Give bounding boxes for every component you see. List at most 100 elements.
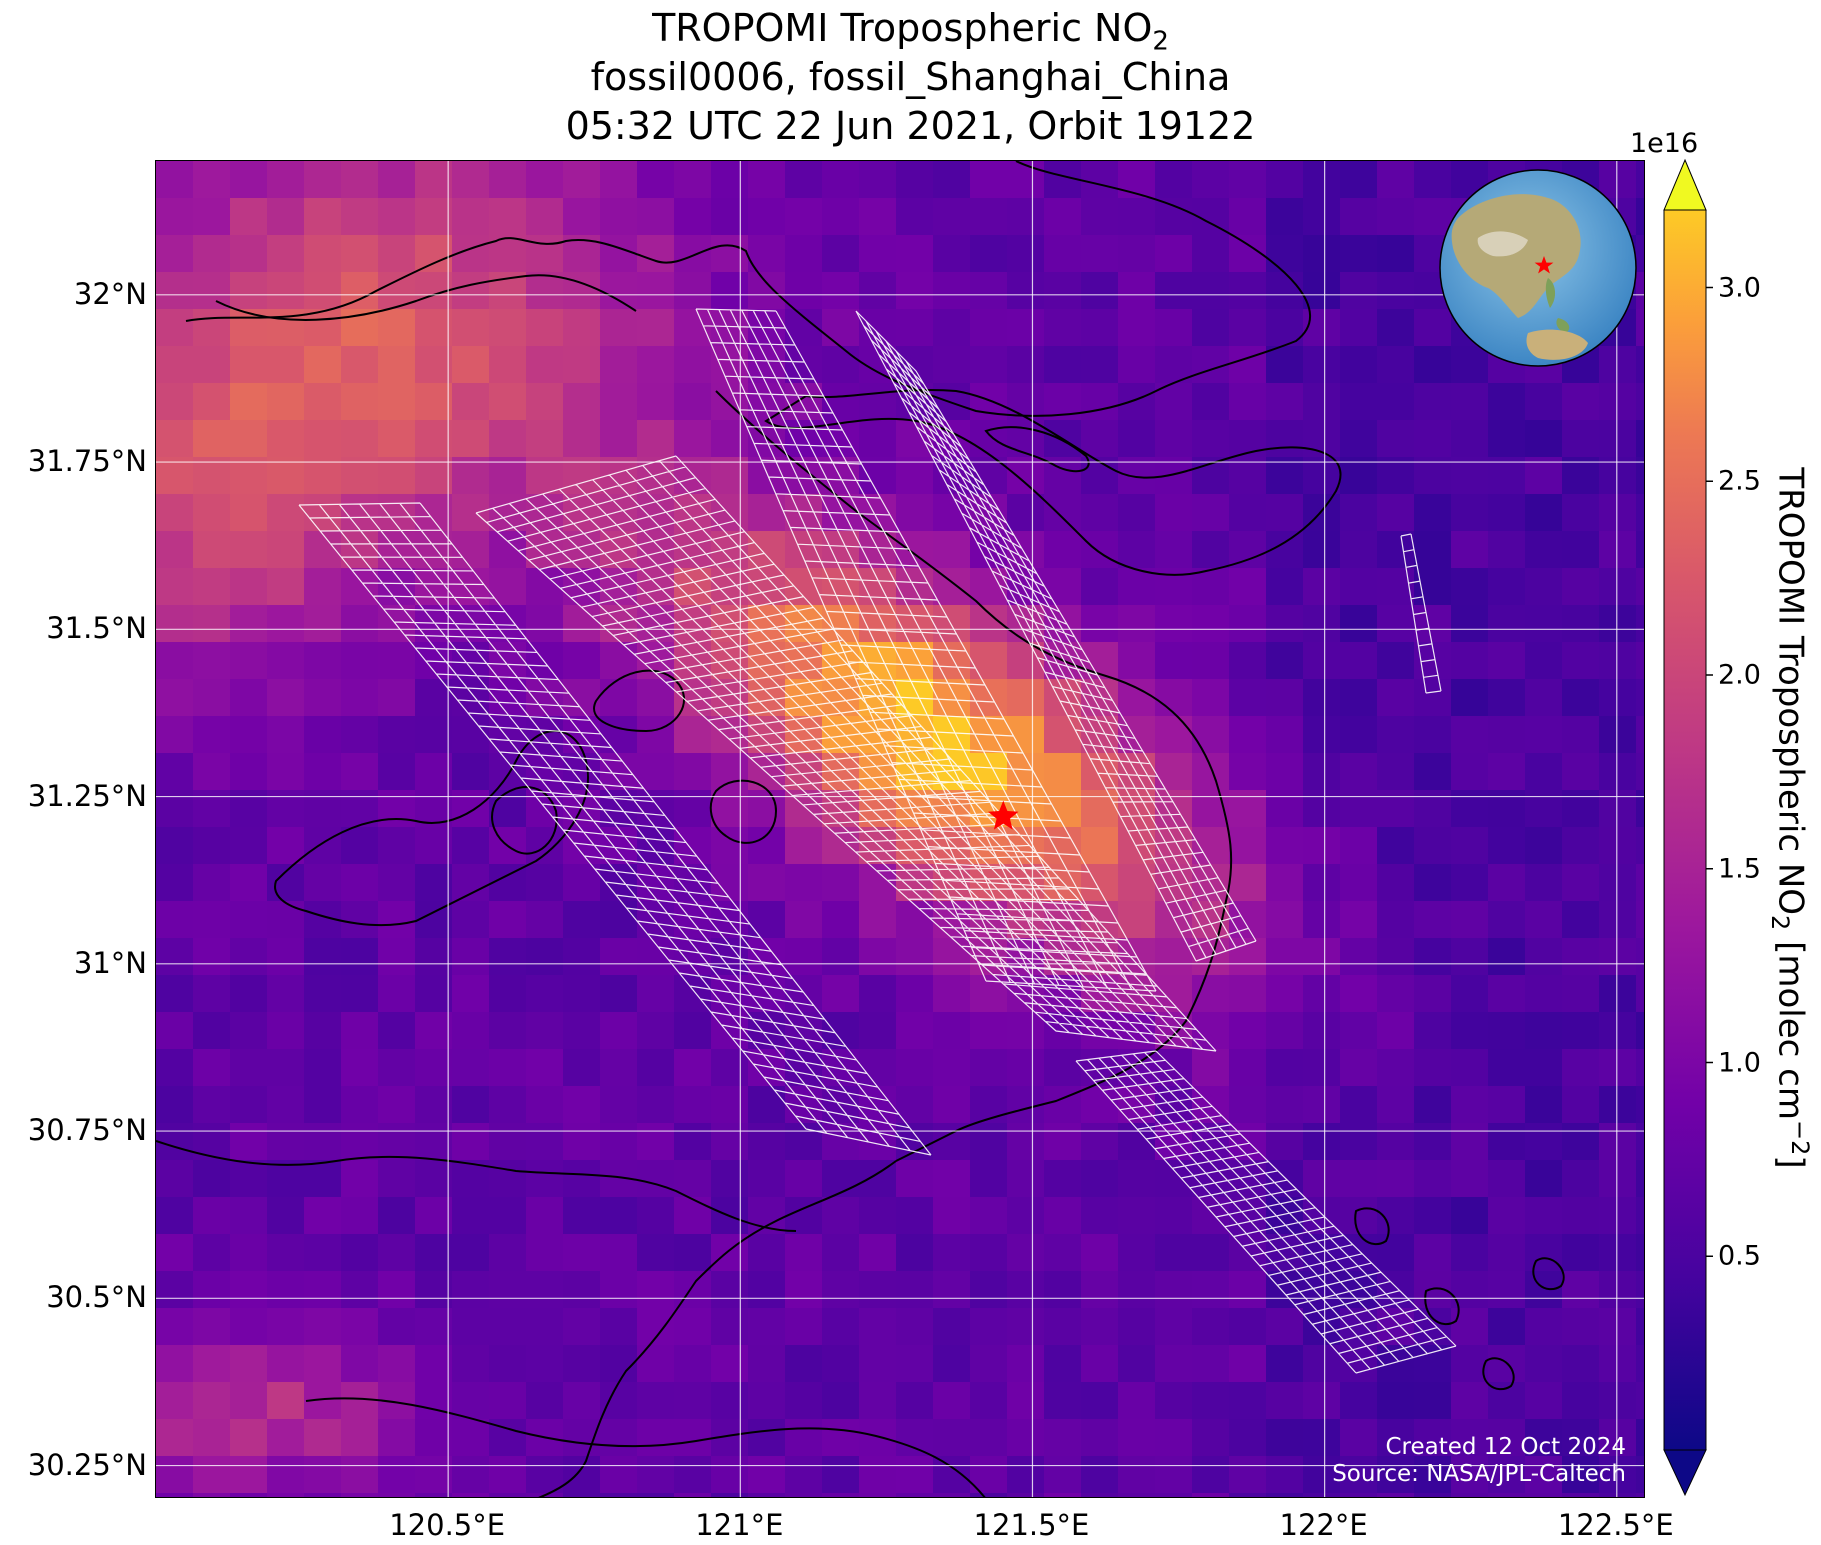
heatmap-cell — [1599, 1382, 1637, 1420]
heatmap-cell — [341, 457, 379, 495]
heatmap-cell — [267, 1234, 305, 1272]
heatmap-cell — [304, 272, 342, 310]
heatmap-cell — [1007, 1197, 1045, 1235]
heatmap-cell — [1562, 494, 1600, 532]
heatmap-cell — [452, 938, 490, 976]
heatmap-cell — [748, 568, 786, 606]
heatmap-cell — [1266, 1382, 1304, 1420]
heatmap-cell — [1525, 716, 1563, 754]
heatmap-cell — [1266, 420, 1304, 458]
heatmap-cell — [415, 161, 453, 199]
heatmap-cell — [1636, 568, 1644, 606]
heatmap-cell — [156, 605, 194, 643]
heatmap-cell — [822, 568, 860, 606]
heatmap-cell — [304, 309, 342, 347]
heatmap-cell — [1377, 494, 1415, 532]
globe-land-islands — [1545, 278, 1570, 333]
heatmap-cell — [1562, 1049, 1600, 1087]
heatmap-cell — [748, 975, 786, 1013]
heatmap-cell — [933, 1012, 971, 1050]
heatmap-cell — [1266, 1123, 1304, 1161]
heatmap-cell — [230, 642, 268, 680]
heatmap-cell — [785, 975, 823, 1013]
heatmap-cell — [489, 901, 527, 939]
heatmap-cell — [711, 383, 749, 421]
heatmap-cell — [193, 161, 231, 199]
heatmap-cell — [452, 420, 490, 458]
heatmap-cell — [1266, 235, 1304, 273]
heatmap-cell — [193, 605, 231, 643]
heatmap-cell — [1044, 1123, 1082, 1161]
heatmap-cell — [1377, 198, 1415, 236]
heatmap-cell — [563, 605, 601, 643]
map-panel[interactable] — [155, 160, 1645, 1498]
heatmap-cell — [674, 938, 712, 976]
heatmap-cell — [1044, 1197, 1082, 1235]
heatmap-cell — [1340, 161, 1378, 199]
latitude-tick-label: 30.5°N — [46, 1280, 147, 1315]
heatmap-cell — [563, 642, 601, 680]
heatmap-cell — [267, 1160, 305, 1198]
heatmap-cell — [341, 605, 379, 643]
heatmap-cell — [1081, 1086, 1119, 1124]
heatmap-cell — [1377, 1086, 1415, 1124]
heatmap-cell — [1525, 642, 1563, 680]
heatmap-cell — [1044, 309, 1082, 347]
latitude-tick-label: 30.25°N — [27, 1447, 147, 1482]
heatmap-cell — [341, 235, 379, 273]
heatmap-cell — [1636, 1160, 1644, 1198]
heatmap-cell — [1192, 753, 1230, 791]
heatmap-cell — [1192, 420, 1230, 458]
heatmap-cell — [600, 346, 638, 384]
heatmap-cell — [304, 1419, 342, 1457]
heatmap-cell — [1377, 1382, 1415, 1420]
heatmap-cell — [822, 901, 860, 939]
heatmap-cell — [1414, 1049, 1452, 1087]
heatmap-cell — [637, 161, 675, 199]
heatmap-cell — [1636, 1049, 1644, 1087]
map-canvas[interactable] — [156, 161, 1645, 1498]
heatmap-cell — [156, 531, 194, 569]
heatmap-cell — [600, 494, 638, 532]
heatmap-cell — [1118, 864, 1156, 902]
lake-taihu — [274, 730, 589, 927]
heatmap-cell — [711, 1382, 749, 1420]
heatmap-cell — [1451, 679, 1489, 717]
heatmap-cell — [1192, 827, 1230, 865]
heatmap-cell — [1525, 1123, 1563, 1161]
heatmap-cell — [526, 198, 564, 236]
heatmap-cell — [896, 1345, 934, 1383]
heatmap-cell — [415, 679, 453, 717]
heatmap-cell — [933, 642, 971, 680]
heatmap-cell — [1562, 1234, 1600, 1272]
heatmap-cell — [1266, 679, 1304, 717]
heatmap-cell — [1414, 605, 1452, 643]
heatmap-cell — [341, 1493, 379, 1497]
heatmap-cell — [341, 420, 379, 458]
heatmap-cell — [859, 1123, 897, 1161]
heatmap-cell — [341, 531, 379, 569]
heatmap-cell — [1007, 1049, 1045, 1087]
heatmap-cell — [1340, 1493, 1378, 1497]
heatmap-cell — [600, 1308, 638, 1346]
heatmap-cell — [1192, 716, 1230, 754]
heatmap-cell — [896, 1234, 934, 1272]
heatmap-cell — [1562, 901, 1600, 939]
heatmap-cell — [1636, 1456, 1644, 1494]
heatmap-cell — [341, 716, 379, 754]
heatmap-cell — [933, 1086, 971, 1124]
heatmap-cell — [822, 1308, 860, 1346]
heatmap-cell — [1081, 272, 1119, 310]
heatmap-cell — [1081, 1345, 1119, 1383]
heatmap-cell — [600, 1123, 638, 1161]
heatmap-cell — [748, 1456, 786, 1494]
heatmap-cell — [896, 938, 934, 976]
heatmap-cell — [378, 605, 416, 643]
heatmap-cell — [193, 1308, 231, 1346]
coastline-south — [156, 1140, 797, 1232]
heatmap-cell — [1118, 309, 1156, 347]
heatmap-cell — [526, 975, 564, 1013]
heatmap-cell — [193, 753, 231, 791]
heatmap-cell — [1414, 753, 1452, 791]
heatmap-cell — [489, 938, 527, 976]
